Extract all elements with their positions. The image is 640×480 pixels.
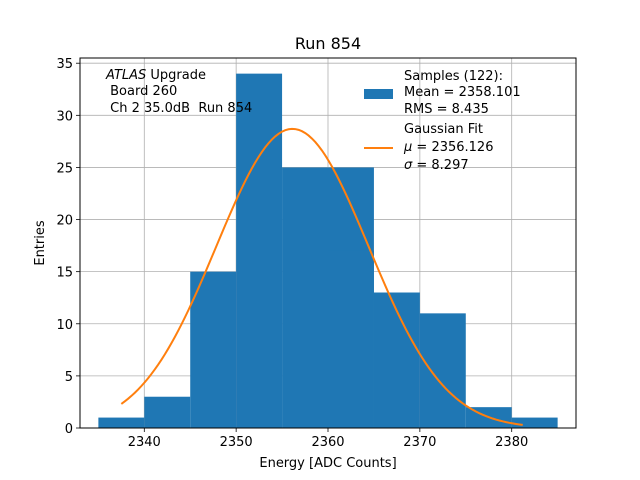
- y-tick-label: 25: [56, 161, 73, 176]
- legend-fit-mu: μ = 2356.126: [403, 140, 493, 155]
- y-tick-label: 15: [56, 266, 73, 281]
- histogram-bar: [236, 73, 283, 429]
- histogram-bar: [511, 417, 558, 428]
- annotation-line-3: Ch 2 35.0dB Run 854: [106, 101, 252, 116]
- y-tick-label: 20: [56, 214, 73, 229]
- legend-mu-symbol: μ: [403, 140, 412, 155]
- x-tick-label: 2370: [403, 435, 436, 450]
- annotation-line-1: ATLAS Upgrade: [105, 68, 206, 83]
- x-tick-label: 2350: [220, 435, 253, 450]
- legend-fit-label: Gaussian Fit: [404, 122, 483, 137]
- y-tick-label: 0: [65, 422, 73, 437]
- histogram-bar: [328, 250, 374, 428]
- gaussian-fit-line: [120, 127, 523, 426]
- legend-sigma-symbol: σ: [404, 158, 413, 173]
- atlas-annotation: ATLAS Upgrade Board 260 Ch 2 35.0dB Run …: [105, 68, 252, 116]
- histogram-bar: [419, 313, 466, 428]
- legend-fit-sigma: σ = 8.297: [404, 158, 469, 173]
- histogram-bar: [98, 417, 145, 428]
- x-tick-label: 2340: [128, 435, 161, 450]
- histogram-bar: [373, 292, 420, 428]
- legend: Samples (122): Mean = 2358.101 RMS = 8.4…: [364, 69, 521, 173]
- legend-hist-swatch: [364, 89, 393, 99]
- y-tick-label: 10: [56, 318, 73, 333]
- legend-hist-mean: Mean = 2358.101: [404, 85, 521, 100]
- annotation-line-2: Board 260: [106, 84, 177, 99]
- legend-mu-value: = 2356.126: [412, 140, 493, 155]
- chart-title: Run 854: [295, 34, 361, 53]
- x-axis-label: Energy [ADC Counts]: [259, 456, 396, 471]
- x-tick-label: 2380: [495, 435, 528, 450]
- legend-sigma-value: = 8.297: [412, 158, 468, 173]
- x-tick-label: 2360: [311, 435, 344, 450]
- y-tick-label: 35: [56, 57, 73, 72]
- y-axis-label: Entries: [33, 220, 48, 266]
- y-tick-label: 30: [56, 109, 73, 124]
- legend-hist-label: Samples (122):: [404, 69, 503, 84]
- histogram-bar: [190, 271, 237, 428]
- histogram-bar: [144, 396, 191, 428]
- annotation-upgrade-label: Upgrade: [146, 68, 206, 83]
- annotation-atlas-label: ATLAS: [105, 68, 146, 83]
- gaussian-fit-curve: [120, 127, 523, 426]
- legend-hist-rms: RMS = 8.435: [404, 102, 489, 117]
- axis-ticks: 2340 2350 2360 2370 2380 0 5 10 15 20 25 30 35: [56, 57, 528, 450]
- y-tick-label: 5: [65, 370, 73, 385]
